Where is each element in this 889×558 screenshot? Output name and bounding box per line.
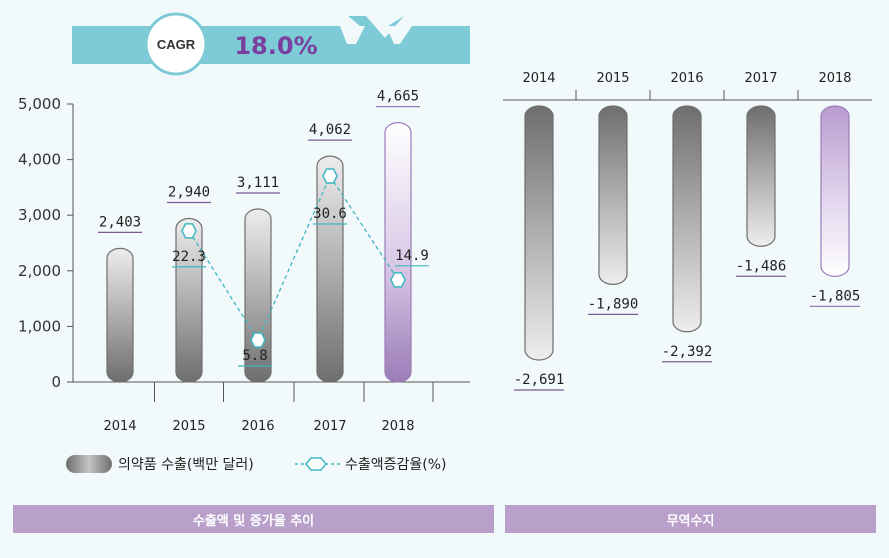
right-x-tick-label: 2018 (818, 71, 851, 86)
export-bar (106, 247, 134, 383)
cagr-value: 18.0% (234, 32, 317, 60)
right-chart: 2014 2015 2016 2017 2018 -2,691-1,890-2,392-… (503, 71, 872, 391)
x-tick-label: 2018 (381, 419, 414, 434)
trade-balance-label: -2,691 (514, 372, 565, 388)
right-x-tick-label: 2016 (670, 71, 703, 86)
growth-value-label: 14.9 (395, 248, 429, 264)
y-tick-label: 3,000 (18, 206, 61, 224)
y-ticks: 0 1,000 2,000 3,000 4,000 5,000 (18, 95, 73, 391)
footer-left: 수출액 및 증가율 추이 (13, 505, 494, 533)
export-bar (316, 155, 344, 383)
x-tick-label: 2015 (172, 419, 205, 434)
growth-value-label: 30.6 (313, 206, 347, 222)
y-tick-label: 0 (51, 373, 61, 391)
cagr-banner: CAGR 18.0% (72, 12, 470, 76)
right-x-tick-label: 2014 (522, 71, 555, 86)
growth-line (181, 168, 406, 348)
x-ticks: 2014 2015 2016 2017 2018 (103, 382, 434, 434)
footer-right-label: 무역수지 (666, 513, 715, 529)
x-tick-label: 2014 (103, 419, 136, 434)
export-bars (106, 122, 412, 383)
footer-left-label: 수출액 및 증가율 추이 (192, 513, 315, 529)
y-tick-label: 2,000 (18, 262, 61, 280)
export-bar-labels: 2,403 2,940 3,111 4,062 4,665 (98, 89, 420, 233)
export-value-label: 3,111 (237, 175, 279, 191)
legend-bar-label: 의약품 수출(백만 달러) (118, 457, 254, 473)
y-tick-label: 5,000 (18, 95, 61, 113)
growth-marker (390, 272, 406, 288)
trade-balance-label: -1,890 (588, 296, 639, 312)
trade-balance-bar (820, 105, 850, 277)
growth-marker (181, 223, 197, 239)
cagr-badge: CAGR (157, 37, 196, 52)
footer-right: 무역수지 (505, 505, 876, 533)
growth-polyline (188, 174, 399, 342)
x-tick-label: 2016 (241, 419, 274, 434)
y-tick-label: 1,000 (18, 317, 61, 335)
export-bar (175, 217, 203, 383)
trade-balance-label: -1,486 (736, 258, 787, 274)
legend-line-label: 수출액증감율(%) (345, 457, 447, 473)
trade-balance-bar (672, 105, 702, 333)
trade-balance-bar (598, 105, 628, 285)
export-value-label: 2,940 (168, 185, 210, 201)
growth-marker (250, 332, 266, 348)
trade-balance-bars (524, 105, 850, 361)
trade-balance-label: -2,392 (662, 344, 713, 360)
export-bar (384, 122, 412, 383)
growth-labels: 22.3 5.8 30.6 14.9 (172, 206, 429, 367)
trade-balance-label: -1,805 (810, 288, 861, 304)
right-x-tick-label: 2017 (744, 71, 777, 86)
growth-value-label: 22.3 (172, 249, 206, 265)
legend: 의약품 수출(백만 달러) 수출액증감율(%) (66, 455, 447, 473)
trade-balance-bar (746, 105, 776, 247)
cagr-circle (144, 12, 208, 76)
x-tick-label: 2017 (313, 419, 346, 434)
legend-bar-swatch (66, 455, 112, 473)
y-tick-label: 4,000 (18, 151, 61, 169)
export-value-label: 4,665 (377, 89, 419, 105)
legend-marker-icon (305, 457, 327, 471)
trade-balance-labels: -2,691 -1,890 -2,392 -1,486 -1,805 (514, 258, 861, 391)
banner-notch-right (386, 26, 412, 44)
export-value-label: 4,062 (309, 122, 351, 138)
growth-marker (322, 168, 338, 184)
right-x-ticks: 2014 2015 2016 2017 2018 (522, 71, 852, 100)
growth-value-label: 5.8 (242, 348, 267, 364)
export-value-label: 2,403 (99, 214, 141, 230)
banner-notch (340, 26, 365, 44)
right-x-tick-label: 2015 (596, 71, 629, 86)
trade-balance-bar (524, 105, 554, 361)
